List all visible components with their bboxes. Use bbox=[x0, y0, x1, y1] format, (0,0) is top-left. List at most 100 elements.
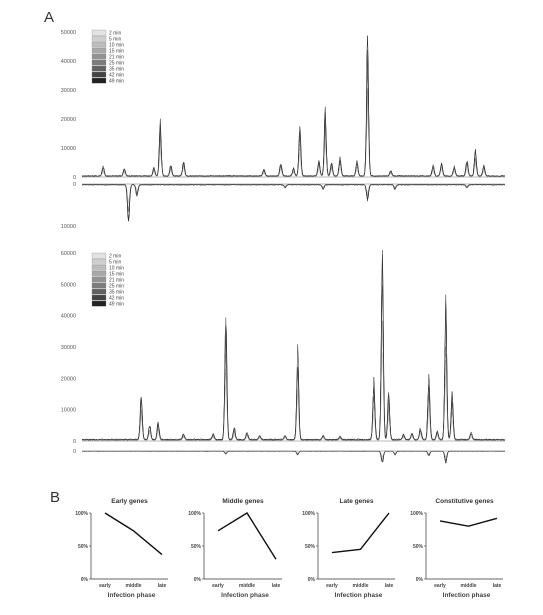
series-line-lower bbox=[81, 183, 506, 202]
legend-swatch bbox=[91, 270, 107, 277]
chart-title: Late genes bbox=[340, 498, 374, 505]
series-line-upper bbox=[81, 90, 506, 177]
legend-label: 15 min bbox=[109, 271, 124, 277]
x-tick-label: middle bbox=[239, 583, 255, 589]
chart-title: Constitutive genes bbox=[435, 498, 494, 505]
y-tick-label: 0% bbox=[308, 577, 316, 583]
series-line bbox=[104, 512, 163, 556]
x-tick-label: early bbox=[99, 583, 111, 589]
y-tick-label: 20000 bbox=[61, 376, 76, 382]
legend-swatch bbox=[91, 300, 107, 307]
chart-title: Early genes bbox=[111, 498, 148, 505]
legend-label: 15 min bbox=[109, 48, 124, 54]
x-tick-label: early bbox=[326, 583, 338, 589]
expression-chart-4: Constitutive genes 0% 50% 100% early middle la… bbox=[410, 498, 503, 599]
legend-swatch bbox=[91, 65, 107, 72]
x-tick-label: middle bbox=[125, 583, 141, 589]
expression-chart-2: Middle genes 0% 50% 100% early middle lateInfe… bbox=[188, 498, 282, 599]
y-tick-label: 100% bbox=[302, 511, 315, 517]
legend-label: 2 min bbox=[109, 253, 121, 259]
x-axis-label: Infection phase bbox=[221, 592, 269, 599]
series-line bbox=[331, 512, 390, 554]
y-tick-label: 50000 bbox=[61, 282, 76, 288]
y-tick-label: 40000 bbox=[61, 59, 76, 65]
legend-label: 25 min bbox=[109, 60, 124, 66]
series-line-upper bbox=[81, 322, 506, 441]
y-tick-label: 40000 bbox=[61, 314, 76, 320]
series-line-lower bbox=[81, 183, 506, 213]
series-line-lower bbox=[81, 450, 506, 465]
series-line-upper bbox=[81, 285, 506, 441]
series-line-upper bbox=[81, 254, 506, 441]
x-tick-label: early bbox=[434, 583, 446, 589]
legend-label: 35 min bbox=[109, 289, 124, 295]
y-tick-label: 0 bbox=[73, 449, 76, 455]
legend-swatch bbox=[91, 282, 107, 289]
y-tick-label: 0% bbox=[194, 577, 202, 583]
expression-chart-3: Late genes 0% 50% 100% early middle lateInfect… bbox=[302, 498, 395, 599]
series-line-lower bbox=[81, 450, 506, 458]
legend-label: 10 min bbox=[109, 42, 124, 48]
x-tick-label: middle bbox=[460, 583, 476, 589]
series-line-upper bbox=[81, 249, 506, 441]
series-line-upper bbox=[81, 99, 506, 177]
legend-swatch bbox=[91, 258, 107, 265]
series-line-upper bbox=[81, 289, 506, 441]
x-axis-label: Infection phase bbox=[443, 592, 491, 599]
panel-label-b: B bbox=[50, 489, 60, 506]
legend-swatch bbox=[91, 41, 107, 48]
y-tick-label: 50% bbox=[191, 544, 202, 550]
legend-swatch bbox=[91, 53, 107, 60]
x-tick-label: late bbox=[158, 583, 167, 589]
y-tick-label: 50% bbox=[78, 544, 89, 550]
y-tick-label: 20000 bbox=[61, 117, 76, 123]
legend-swatch bbox=[91, 77, 107, 84]
x-tick-label: late bbox=[272, 583, 281, 589]
legend-label: 21 min bbox=[109, 277, 124, 283]
series-line-lower bbox=[81, 450, 505, 458]
legend-label: 2 min bbox=[109, 30, 121, 36]
legend-label: 42 min bbox=[109, 295, 124, 301]
legend-swatch bbox=[91, 276, 107, 283]
series-line-upper bbox=[81, 356, 506, 441]
y-tick-label: 0% bbox=[416, 577, 424, 583]
series-line-lower bbox=[81, 450, 506, 460]
y-tick-label: 10000 bbox=[61, 408, 76, 414]
legend-label: 49 min bbox=[109, 301, 124, 307]
series-line-upper bbox=[81, 352, 506, 441]
series-line-upper bbox=[81, 35, 506, 177]
y-tick-label: 10000 bbox=[61, 146, 76, 152]
series-line-upper bbox=[81, 62, 506, 177]
legend-label: 25 min bbox=[109, 283, 124, 289]
series-line-lower bbox=[81, 183, 506, 203]
legend-swatch bbox=[91, 29, 107, 36]
y-tick-label: 50000 bbox=[61, 30, 76, 36]
y-tick-label: 50% bbox=[413, 544, 424, 550]
legend-label: 10 min bbox=[109, 265, 124, 271]
x-tick-label: middle bbox=[352, 583, 368, 589]
series-line-lower bbox=[81, 184, 506, 222]
series-line bbox=[439, 517, 498, 527]
legend-swatch bbox=[91, 71, 107, 78]
chart-title: Middle genes bbox=[222, 498, 264, 505]
legend-swatch bbox=[91, 35, 107, 42]
series-line-lower bbox=[81, 450, 505, 462]
legend-label: 49 min bbox=[109, 78, 124, 84]
series-line-lower bbox=[81, 183, 506, 212]
series-line-lower bbox=[81, 184, 506, 221]
legend-label: 5 min bbox=[109, 259, 121, 265]
y-tick-label: 30000 bbox=[61, 88, 76, 94]
y-tick-label: 100% bbox=[75, 511, 88, 517]
series-line bbox=[217, 512, 277, 560]
legend-swatch bbox=[91, 294, 107, 301]
legend-label: 35 min bbox=[109, 66, 124, 72]
panel-label-a: A bbox=[44, 9, 54, 26]
x-tick-label: early bbox=[212, 583, 224, 589]
x-axis-label: Infection phase bbox=[335, 592, 383, 599]
